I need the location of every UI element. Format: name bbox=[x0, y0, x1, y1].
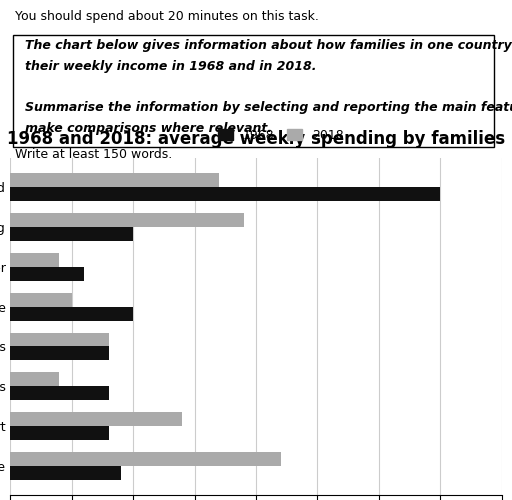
Bar bbox=[10, 412, 182, 426]
Bar bbox=[10, 174, 219, 188]
Bar bbox=[10, 213, 244, 227]
Bar bbox=[10, 452, 281, 466]
Text: their weekly income in 1968 and in 2018.: their weekly income in 1968 and in 2018. bbox=[25, 60, 316, 73]
Bar bbox=[10, 332, 109, 346]
Bar bbox=[10, 267, 84, 281]
Legend: 1968, 2018: 1968, 2018 bbox=[212, 124, 349, 147]
Text: The chart below gives information about how families in one country spent: The chart below gives information about … bbox=[25, 40, 512, 52]
Bar bbox=[10, 426, 109, 440]
Text: You should spend about 20 minutes on this task.: You should spend about 20 minutes on thi… bbox=[15, 10, 319, 22]
Text: make comparisons where relevant.: make comparisons where relevant. bbox=[25, 122, 272, 135]
Text: Summarise the information by selecting and reporting the main features, and: Summarise the information by selecting a… bbox=[25, 102, 512, 114]
Bar bbox=[10, 188, 440, 202]
Text: Write at least 150 words.: Write at least 150 words. bbox=[15, 148, 173, 161]
FancyBboxPatch shape bbox=[13, 35, 495, 146]
Bar bbox=[10, 306, 133, 320]
Bar bbox=[10, 227, 133, 241]
Bar bbox=[10, 386, 109, 400]
Bar bbox=[10, 466, 121, 479]
Title: 1968 and 2018: average weekly spending by families: 1968 and 2018: average weekly spending b… bbox=[7, 130, 505, 148]
Bar bbox=[10, 372, 59, 386]
Bar bbox=[10, 253, 59, 267]
Bar bbox=[10, 346, 109, 360]
Bar bbox=[10, 293, 72, 306]
